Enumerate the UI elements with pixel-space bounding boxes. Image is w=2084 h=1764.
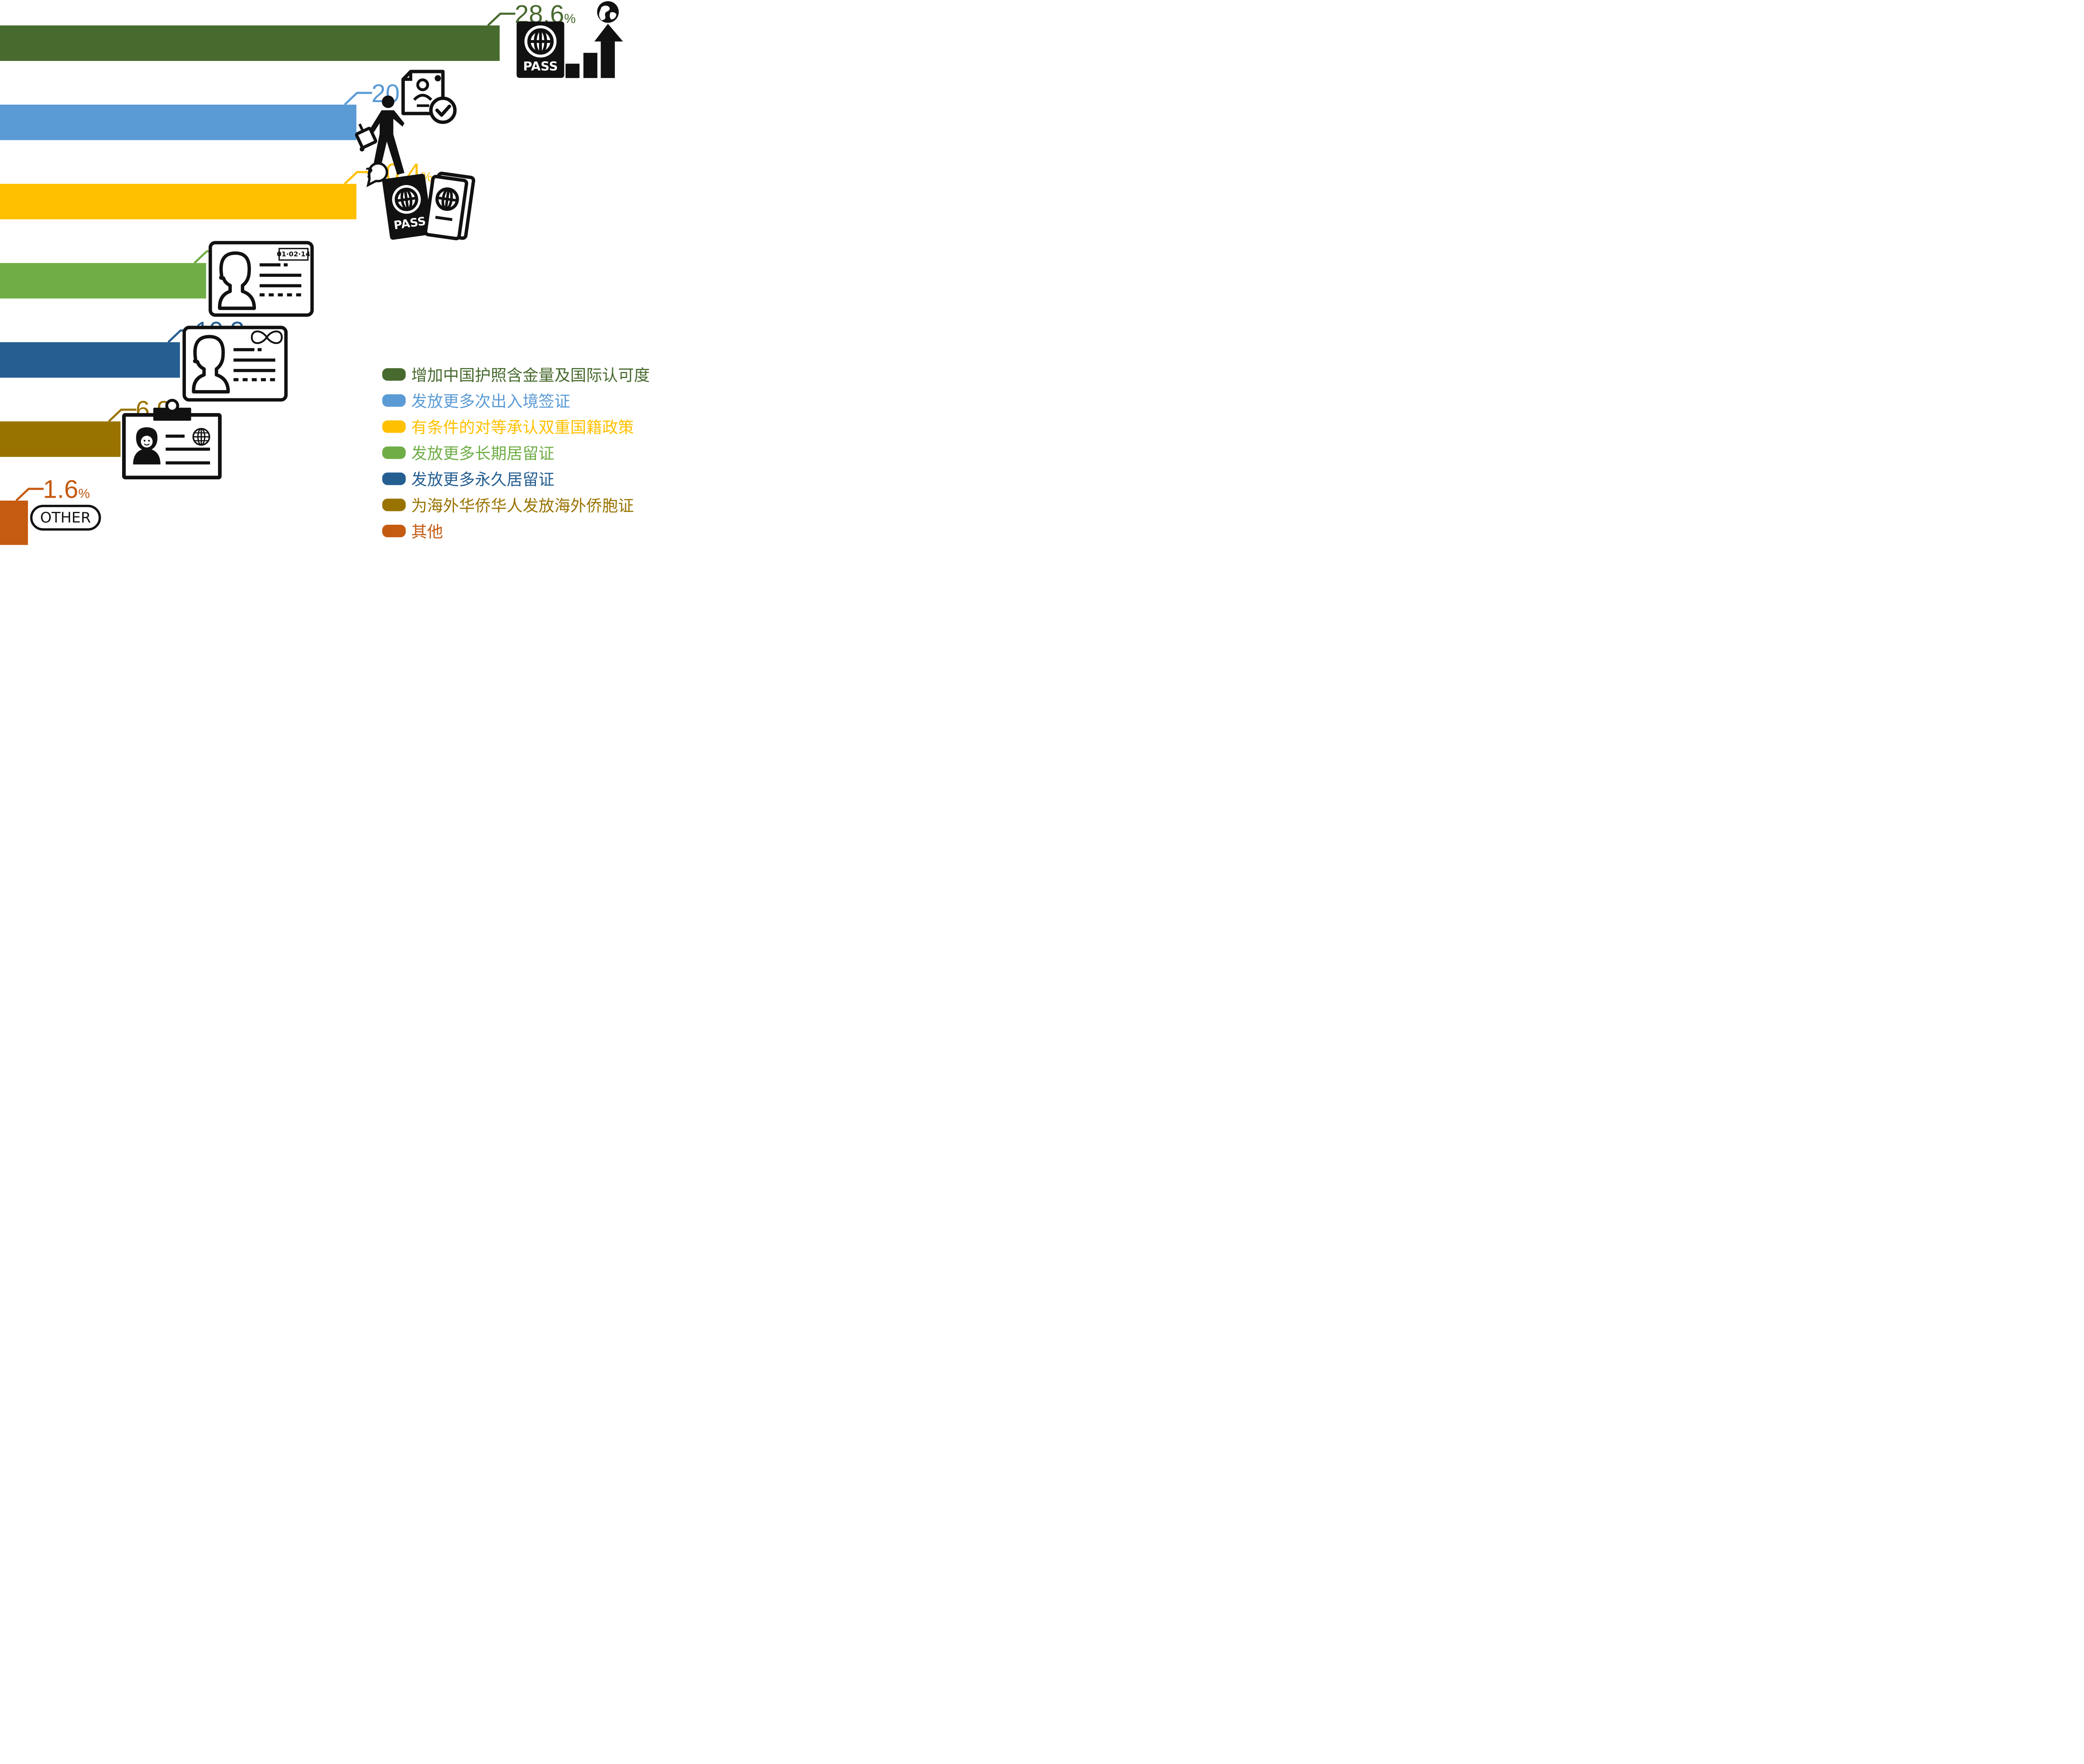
leader-line (108, 408, 136, 422)
legend-label: 增加中国护照含金量及国际认可度 (411, 366, 650, 385)
leader-line (344, 171, 372, 185)
data-label-unit: % (564, 11, 576, 26)
legend-label: 有条件的对等承认双重国籍政策 (411, 419, 634, 437)
globe-icon (597, 1, 619, 23)
legend-swatch (382, 524, 406, 537)
legend-swatch (382, 499, 406, 511)
leader-line (487, 13, 516, 26)
other-badge: OTHER (30, 504, 101, 531)
legend-item: 为海外华侨华人发放海外侨胞证 (382, 497, 634, 515)
legend-swatch (382, 368, 406, 381)
infinity-icon (250, 331, 283, 344)
globe-icon (192, 428, 210, 446)
bar-group: 28.6% (0, 0, 576, 61)
card-date: 01·02·14 (277, 250, 310, 258)
legend-label: 发放更多次出入境签证 (411, 393, 571, 411)
svg-text:?: ? (365, 165, 373, 181)
icons-layer: PASS (30, 1, 623, 531)
legend-item: 有条件的对等承认双重国籍政策 (382, 419, 634, 437)
legend-swatch (382, 446, 406, 459)
other-label: OTHER (40, 509, 91, 526)
legend-swatch (382, 420, 406, 433)
bar (0, 263, 206, 299)
legend-label: 为海外华侨华人发放海外侨胞证 (411, 497, 634, 515)
data-label: 1.6% (43, 475, 90, 504)
traveler-visa-icon (355, 70, 457, 175)
legend-item: 发放更多长期居留证 (382, 445, 554, 463)
legend-swatch (382, 472, 406, 485)
permanent-resident-card-icon (182, 326, 288, 402)
dual-passport-question-icon: PASS ? (365, 162, 476, 241)
bar (0, 421, 121, 457)
bars-layer: 28.6%20.4%20.4%11.8%10.3%6.9%1.6% (0, 0, 576, 545)
leader-line (15, 488, 44, 501)
bar (0, 500, 28, 545)
bar (0, 25, 500, 61)
legend-item: 增加中国护照含金量及国际认可度 (382, 366, 650, 385)
dated-resident-card-icon: 01·02·14 (208, 241, 314, 317)
question-bubble-icon: ? (365, 162, 388, 188)
legend-item: 其他 (382, 523, 443, 541)
leader-line (344, 92, 372, 105)
bar (0, 105, 357, 140)
legend-label: 发放更多长期居留证 (411, 445, 555, 463)
overseas-badge-icon (122, 398, 222, 479)
passport-rising-chart-icon: PASS (516, 1, 623, 78)
legend-item: 发放更多次出入境签证 (382, 393, 570, 411)
legend-label: 其他 (411, 523, 443, 541)
data-label-unit: % (78, 486, 90, 501)
legend-item: 发放更多永久居留证 (382, 471, 554, 489)
pass-label: PASS (523, 59, 558, 74)
chart: 28.6%20.4%20.4%11.8%10.3%6.9%1.6% PASS (0, 0, 650, 545)
bar (0, 342, 180, 378)
legend-swatch (382, 394, 406, 407)
bar (0, 184, 357, 220)
legend: 增加中国护照含金量及国际认可度发放更多次出入境签证有条件的对等承认双重国籍政策发… (382, 366, 650, 541)
legend-label: 发放更多永久居留证 (411, 471, 555, 489)
